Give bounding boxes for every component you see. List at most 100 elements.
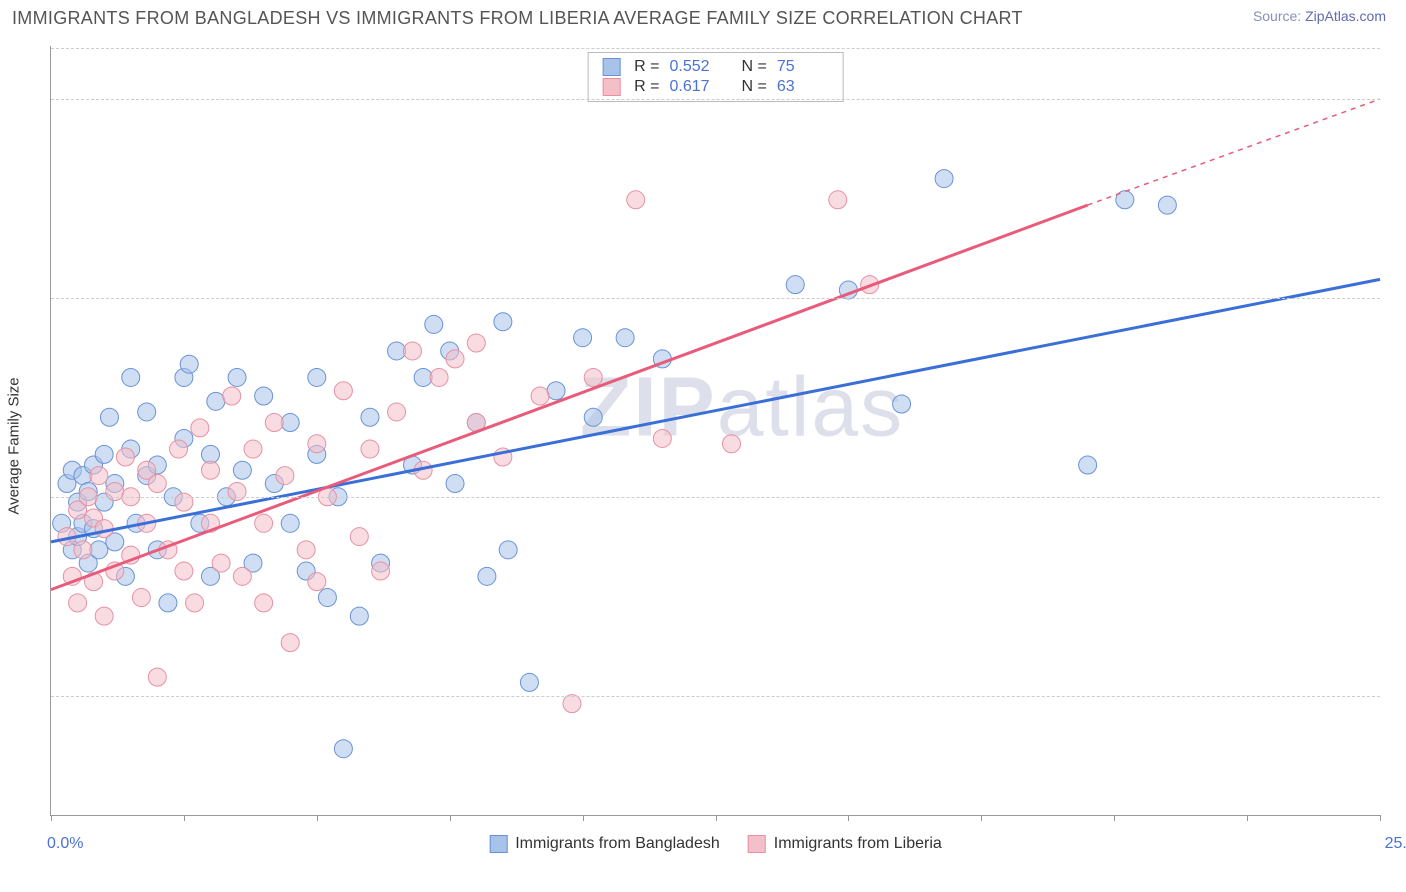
- data-point-bangladesh: [228, 368, 246, 386]
- data-point-liberia: [201, 461, 219, 479]
- data-point-bangladesh: [180, 355, 198, 373]
- data-point-liberia: [170, 440, 188, 458]
- chart-title: IMMIGRANTS FROM BANGLADESH VS IMMIGRANTS…: [12, 8, 1023, 29]
- data-point-liberia: [132, 589, 150, 607]
- data-point-liberia: [297, 541, 315, 559]
- data-point-bangladesh: [159, 594, 177, 612]
- data-point-liberia: [228, 482, 246, 500]
- data-point-bangladesh: [281, 414, 299, 432]
- data-point-liberia: [334, 382, 352, 400]
- data-point-liberia: [175, 493, 193, 511]
- data-point-liberia: [430, 368, 448, 386]
- data-point-liberia: [627, 191, 645, 209]
- legend-row-liberia: R = 0.617 N = 63: [602, 77, 829, 97]
- data-point-liberia: [388, 403, 406, 421]
- r-value-liberia: 0.617: [670, 78, 722, 96]
- data-point-bangladesh: [90, 541, 108, 559]
- swatch-bangladesh-bottom: [489, 835, 507, 853]
- data-point-liberia: [722, 435, 740, 453]
- data-point-liberia: [223, 387, 241, 405]
- data-point-liberia: [106, 482, 124, 500]
- legend-correlation: R = 0.552 N = 75 R = 0.617 N = 63: [587, 52, 844, 102]
- regression-line-liberia: [51, 205, 1088, 590]
- data-point-liberia: [265, 414, 283, 432]
- r-label: R =: [634, 78, 659, 96]
- swatch-bangladesh: [602, 58, 620, 76]
- data-point-liberia: [186, 594, 204, 612]
- legend-label-liberia: Immigrants from Liberia: [774, 835, 942, 853]
- chart-header: IMMIGRANTS FROM BANGLADESH VS IMMIGRANTS…: [0, 0, 1406, 33]
- plot-svg: [51, 46, 1380, 815]
- data-point-liberia: [233, 567, 251, 585]
- legend-item-liberia: Immigrants from Liberia: [748, 835, 942, 853]
- source-prefix: Source:: [1253, 8, 1305, 24]
- source-link[interactable]: ZipAtlas.com: [1305, 8, 1386, 24]
- data-point-liberia: [255, 594, 273, 612]
- data-point-bangladesh: [350, 607, 368, 625]
- data-point-bangladesh: [100, 408, 118, 426]
- data-point-bangladesh: [95, 445, 113, 463]
- swatch-liberia: [602, 78, 620, 96]
- r-value-bangladesh: 0.552: [670, 58, 722, 76]
- data-point-bangladesh: [893, 395, 911, 413]
- n-value-liberia: 63: [777, 78, 829, 96]
- data-point-bangladesh: [494, 313, 512, 331]
- plot-area: ZIPatlas R = 0.552 N = 75 R = 0.617 N = …: [50, 46, 1380, 816]
- data-point-liberia: [446, 350, 464, 368]
- data-point-bangladesh: [207, 392, 225, 410]
- data-point-liberia: [191, 419, 209, 437]
- data-point-bangladesh: [308, 368, 326, 386]
- data-point-bangladesh: [414, 368, 432, 386]
- data-point-liberia: [584, 368, 602, 386]
- data-point-bangladesh: [520, 673, 538, 691]
- chart-container: Average Family Size ZIPatlas R = 0.552 N…: [42, 46, 1388, 846]
- source-attribution: Source: ZipAtlas.com: [1253, 8, 1386, 24]
- regression-line-bangladesh: [51, 279, 1380, 542]
- data-point-liberia: [69, 594, 87, 612]
- data-point-bangladesh: [446, 475, 464, 493]
- data-point-bangladesh: [122, 368, 140, 386]
- n-value-bangladesh: 75: [777, 58, 829, 76]
- data-point-bangladesh: [1079, 456, 1097, 474]
- n-label: N =: [742, 78, 767, 96]
- data-point-liberia: [308, 573, 326, 591]
- legend-row-bangladesh: R = 0.552 N = 75: [602, 57, 829, 77]
- data-point-liberia: [350, 528, 368, 546]
- legend-label-bangladesh: Immigrants from Bangladesh: [515, 835, 720, 853]
- data-point-liberia: [372, 562, 390, 580]
- x-axis-min-label: 0.0%: [47, 835, 83, 853]
- data-point-liberia: [74, 541, 92, 559]
- data-point-bangladesh: [935, 170, 953, 188]
- data-point-liberia: [212, 554, 230, 572]
- data-point-liberia: [175, 562, 193, 580]
- data-point-bangladesh: [334, 740, 352, 758]
- data-point-liberia: [361, 440, 379, 458]
- data-point-bangladesh: [425, 315, 443, 333]
- data-point-liberia: [116, 448, 134, 466]
- data-point-liberia: [244, 440, 262, 458]
- data-point-liberia: [148, 668, 166, 686]
- data-point-liberia: [90, 467, 108, 485]
- data-point-bangladesh: [786, 276, 804, 294]
- data-point-liberia: [255, 514, 273, 532]
- data-point-bangladesh: [361, 408, 379, 426]
- data-point-bangladesh: [574, 329, 592, 347]
- data-point-liberia: [276, 467, 294, 485]
- data-point-liberia: [403, 342, 421, 360]
- data-point-bangladesh: [138, 403, 156, 421]
- data-point-bangladesh: [547, 382, 565, 400]
- data-point-bangladesh: [616, 329, 634, 347]
- data-point-bangladesh: [584, 408, 602, 426]
- data-point-bangladesh: [499, 541, 517, 559]
- r-label: R =: [634, 58, 659, 76]
- data-point-liberia: [653, 429, 671, 447]
- data-point-bangladesh: [318, 589, 336, 607]
- x-axis-max-label: 25.0%: [1385, 835, 1406, 853]
- data-point-bangladesh: [1158, 196, 1176, 214]
- data-point-liberia: [531, 387, 549, 405]
- swatch-liberia-bottom: [748, 835, 766, 853]
- data-point-liberia: [148, 475, 166, 493]
- data-point-bangladesh: [255, 387, 273, 405]
- y-axis-label: Average Family Size: [6, 377, 23, 514]
- regression-line-liberia-extrapolated: [1088, 99, 1380, 205]
